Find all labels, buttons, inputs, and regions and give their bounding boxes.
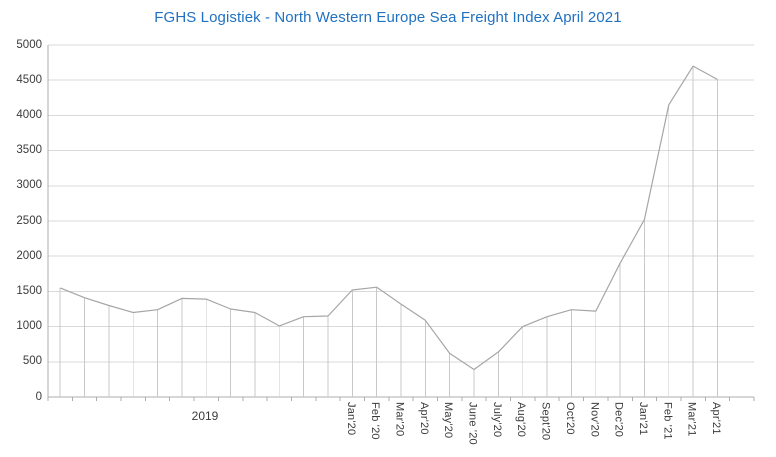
x-tick-label: Dec'20 — [612, 402, 625, 438]
x-tick-label: Mar'21 — [685, 402, 698, 437]
x-tick-label: Feb '21 — [661, 402, 674, 440]
x-tick-label: Apr'21 — [709, 402, 722, 435]
x-tick-label: Jan'20 — [344, 402, 357, 436]
x-tick-label: Oct'20 — [563, 402, 576, 435]
y-tick-label: 0 — [35, 390, 42, 403]
x-tick-label: Jan'21 — [636, 402, 649, 436]
x-tick-label: Mar'20 — [393, 402, 406, 437]
gridlines-group — [47, 44, 755, 401]
x-tick-label: Aug'20 — [515, 402, 528, 438]
chart-title: FGHS Logistiek - North Western Europe Se… — [154, 9, 622, 26]
y-tick-label: 2500 — [16, 214, 42, 227]
y-tick-label: 3000 — [16, 179, 42, 192]
y-tick-label: 3500 — [16, 144, 42, 157]
y-tick-label: 4000 — [16, 108, 42, 121]
y-tick-label: 5000 — [16, 38, 42, 51]
drop-lines-group — [59, 66, 718, 397]
x-tick-label: Feb '20 — [369, 402, 382, 440]
y-tick-label: 4500 — [16, 73, 42, 86]
x-tick-label: Apr'20 — [417, 402, 430, 435]
y-tick-label: 2000 — [16, 249, 42, 262]
x-axis-group-label-2019: 2019 — [191, 409, 219, 423]
y-tick-label: 1500 — [16, 284, 42, 297]
series-line — [59, 65, 718, 371]
x-tick-label: Nov'20 — [588, 402, 601, 438]
x-tick-label: Sept'20 — [539, 402, 552, 441]
y-tick-label: 1000 — [16, 320, 42, 333]
y-tick-label: 500 — [22, 355, 42, 368]
x-tick-label: July'20 — [490, 402, 503, 438]
x-tick-label: May'20 — [442, 402, 455, 439]
x-tick-label: June '20 — [466, 402, 479, 445]
